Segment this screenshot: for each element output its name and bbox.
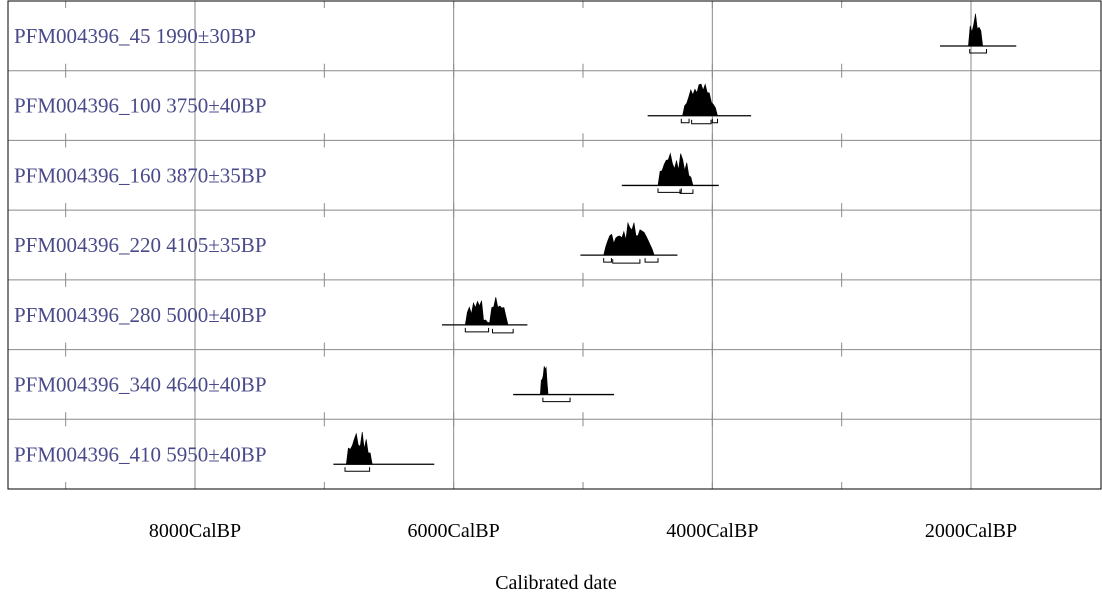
- grid-lines: [8, 1, 1101, 489]
- range-bracket: [464, 327, 490, 333]
- x-tick-label: 6000CalBP: [408, 520, 500, 542]
- row-label: PFM004396_100 3750±40BP: [14, 94, 267, 118]
- row-labels: PFM004396_45 1990±30BP PFM004396_100 3750…: [14, 24, 267, 466]
- plot-frame: [7, 0, 1102, 490]
- probability-distribution: [682, 83, 718, 117]
- probability-distribution: [539, 366, 549, 395]
- range-bracket: [711, 118, 719, 124]
- range-bracket: [657, 188, 682, 193]
- probability-distribution: [345, 431, 373, 465]
- row-label: PFM004396_340 4640±40BP: [14, 373, 267, 397]
- range-bracket: [344, 467, 371, 472]
- range-bracket: [542, 397, 571, 403]
- probability-distribution: [464, 297, 509, 326]
- row-label: PFM004396_160 3870±35BP: [14, 163, 267, 187]
- range-bracket: [969, 49, 988, 54]
- row-label: PFM004396_220 4105±35BP: [14, 233, 267, 257]
- x-axis-title: Calibrated date: [495, 572, 617, 594]
- probability-distribution: [603, 221, 655, 256]
- x-tick-labels: 8000CalBP 6000CalBP 4000CalBP 2000CalBP: [149, 520, 1017, 542]
- axis-ticks: [65, 1, 972, 489]
- row-label: PFM004396_410 5950±40BP: [14, 442, 267, 466]
- row-label: PFM004396_280 5000±40BP: [14, 303, 267, 327]
- range-bracket: [679, 189, 694, 194]
- distributions: [333, 13, 1017, 472]
- x-tick-label: 2000CalBP: [925, 520, 1017, 542]
- range-bracket: [691, 119, 712, 125]
- row-label: PFM004396_45 1990±30BP: [14, 24, 256, 48]
- probability-distribution: [968, 13, 983, 47]
- range-bracket: [680, 118, 690, 124]
- range-bracket: [644, 258, 659, 263]
- probability-distribution: [657, 152, 694, 186]
- x-tick-label: 4000CalBP: [666, 520, 758, 542]
- x-tick-label: 8000CalBP: [149, 520, 241, 542]
- range-bracket: [603, 258, 612, 263]
- range-bracket: [491, 328, 514, 334]
- range-bracket: [612, 259, 641, 264]
